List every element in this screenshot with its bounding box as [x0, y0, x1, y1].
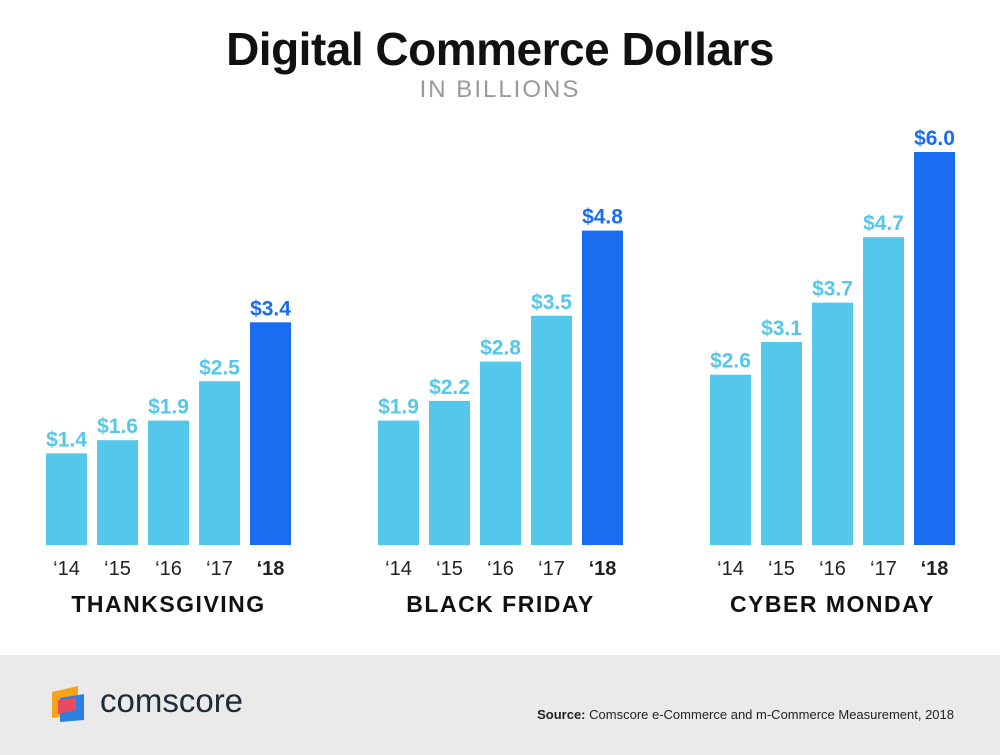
bar [378, 420, 419, 545]
bar [46, 453, 87, 545]
x-tick-label: ‘16 [155, 558, 182, 580]
x-tick-label: ‘15 [768, 558, 795, 580]
x-tick-label: ‘16 [487, 558, 514, 580]
data-label: $2.8 [480, 337, 521, 360]
data-label: $6.0 [914, 127, 955, 150]
data-label: $1.4 [46, 428, 87, 451]
bar [863, 237, 904, 545]
data-label: $2.2 [429, 376, 470, 399]
source-label: Source: [537, 707, 586, 722]
chart-title: Digital Commerce Dollars [226, 23, 774, 75]
x-tick-label: ‘17 [206, 558, 233, 580]
data-label: $3.4 [250, 297, 291, 320]
data-label: $3.1 [761, 317, 802, 340]
comscore-logo-icon [52, 686, 84, 722]
bar [148, 420, 189, 545]
x-tick-label: ‘18 [589, 558, 617, 580]
group-label: THANKSGIVING [71, 591, 265, 617]
x-tick-label: ‘18 [921, 558, 949, 580]
bar [710, 374, 751, 545]
bar [480, 361, 521, 545]
data-label: $4.8 [582, 206, 623, 229]
x-tick-label: ‘15 [436, 558, 463, 580]
data-label: $3.5 [531, 291, 572, 314]
data-label: $2.6 [710, 350, 751, 373]
source-text: Comscore e-Commerce and m-Commerce Measu… [589, 707, 954, 722]
bar [582, 230, 623, 545]
x-tick-label: ‘18 [257, 558, 285, 580]
x-tick-label: ‘15 [104, 558, 131, 580]
data-label: $4.7 [863, 212, 904, 235]
data-label: $1.6 [97, 415, 138, 438]
x-tick-label: ‘17 [538, 558, 565, 580]
group-label: CYBER MONDAY [730, 591, 935, 617]
bar [97, 440, 138, 545]
bar [914, 152, 955, 545]
brand-name: comscore [100, 682, 244, 719]
bar [761, 341, 802, 545]
data-label: $3.7 [812, 278, 853, 301]
bar [250, 322, 291, 545]
data-label: $1.9 [148, 396, 189, 419]
bar [199, 381, 240, 545]
bar [531, 315, 572, 545]
bar [429, 400, 470, 545]
data-label: $1.9 [378, 396, 419, 419]
x-tick-label: ‘14 [717, 558, 744, 580]
x-tick-label: ‘17 [870, 558, 897, 580]
source-note: Source: Comscore e-Commerce and m-Commer… [537, 707, 954, 722]
bar [812, 302, 853, 545]
x-tick-label: ‘14 [53, 558, 80, 580]
data-label: $2.5 [199, 356, 240, 379]
chart-subtitle: IN BILLIONS [419, 76, 581, 103]
x-tick-label: ‘14 [385, 558, 412, 580]
footer: comscore Source: Comscore e-Commerce and… [0, 655, 1000, 755]
group-label: BLACK FRIDAY [406, 591, 594, 617]
bar-chart: $1.4 ‘14 $1.6 ‘15 $1.9 ‘16 $2.5 ‘17 $3.4 ‘18 THANK… [46, 127, 955, 617]
x-tick-label: ‘16 [819, 558, 846, 580]
